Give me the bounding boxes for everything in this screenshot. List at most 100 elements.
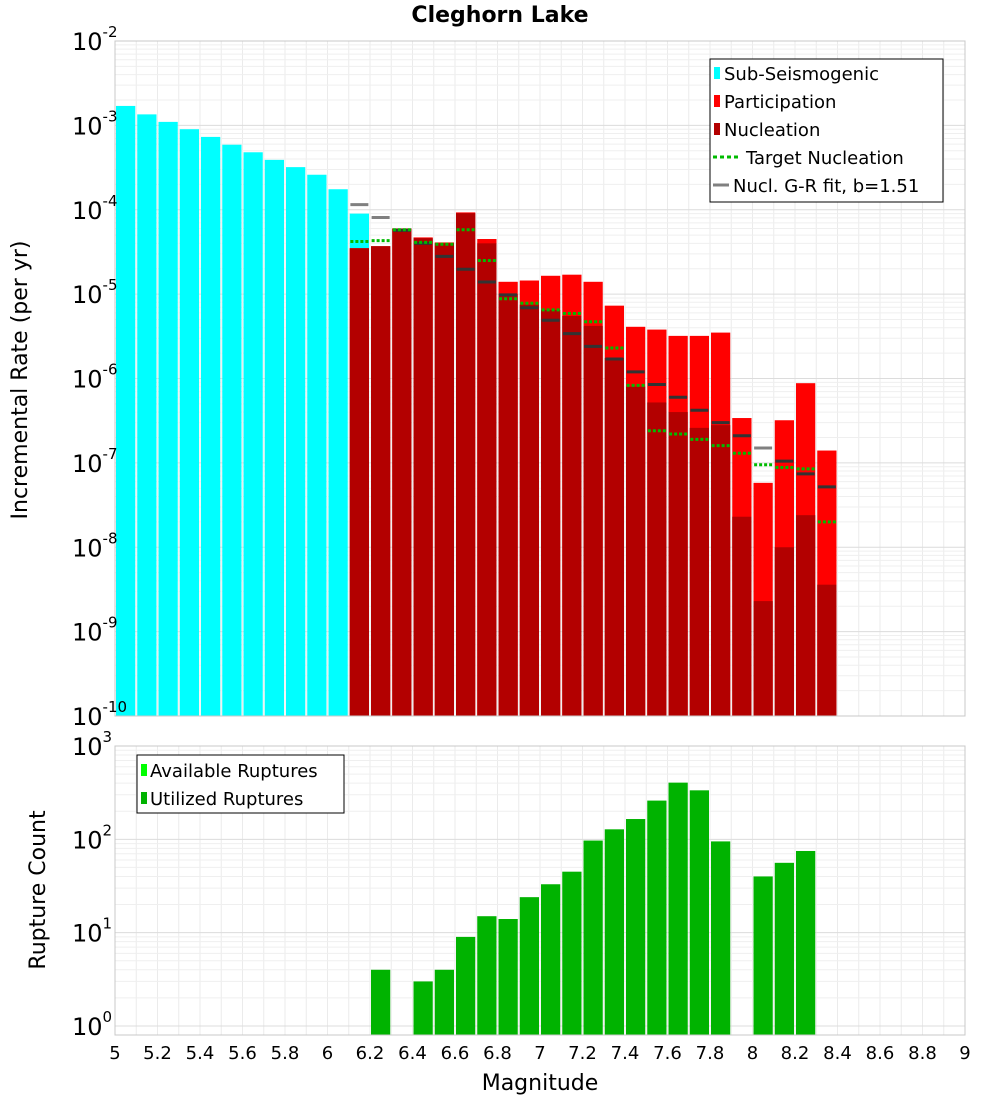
- nucleation-bar: [753, 601, 773, 716]
- nucleation-bar: [774, 547, 794, 716]
- rate-y-tick-label: 10-2: [72, 23, 118, 56]
- legend-gr-fit: Nucl. G-R fit, b=1.51: [733, 176, 919, 197]
- utilized-ruptures-bar: [413, 981, 433, 1035]
- rate-bars: [116, 105, 837, 717]
- sub-seismogenic-bar: [264, 159, 284, 717]
- count-y-tick-label: 100: [72, 1008, 112, 1041]
- x-tick-label: 6: [322, 1043, 333, 1064]
- x-axis-label: Magnitude: [482, 1071, 599, 1096]
- x-tick-label: 6.8: [483, 1043, 512, 1064]
- sub-seismogenic-bar: [158, 121, 178, 716]
- rate-y-tick-label: 10-10: [72, 698, 127, 731]
- x-tick-label: 8.8: [908, 1043, 937, 1064]
- legend-sub-seismogenic-swatch: [714, 67, 720, 79]
- nucleation-bar: [647, 402, 667, 716]
- nucleation-bar: [519, 304, 539, 716]
- rate-legend: Sub-Seismogenic Participation Nucleation…: [709, 58, 944, 203]
- utilized-ruptures-bar: [711, 841, 731, 1035]
- nucleation-bar: [562, 316, 582, 716]
- nucleation-bar: [583, 325, 603, 716]
- legend-available-ruptures: Available Ruptures: [150, 761, 318, 782]
- x-tick-label: 6.2: [356, 1043, 385, 1064]
- utilized-ruptures-bar: [626, 819, 646, 1035]
- count-legend: Available Ruptures Utilized Ruptures: [136, 754, 345, 814]
- x-tick-label: 7.6: [653, 1043, 682, 1064]
- x-tick-label: 7.2: [568, 1043, 597, 1064]
- rate-y-axis-label: Incremental Rate (per yr): [8, 241, 33, 520]
- utilized-ruptures-bar: [774, 862, 794, 1035]
- count-legend-box: [136, 754, 345, 814]
- utilized-ruptures-bar: [796, 850, 816, 1035]
- nucleation-bar: [498, 294, 518, 716]
- sub-seismogenic-bar: [328, 189, 348, 717]
- x-tick-label: 8.4: [823, 1043, 852, 1064]
- sub-seismogenic-bar: [222, 144, 242, 717]
- count-bars: [371, 782, 816, 1035]
- legend-sub-seismogenic: Sub-Seismogenic: [724, 64, 879, 85]
- nucleation-bar: [541, 309, 561, 716]
- nucleation-bar: [456, 213, 476, 717]
- x-tick-label: 8.2: [781, 1043, 810, 1064]
- nucleation-bar: [711, 425, 731, 716]
- utilized-ruptures-bar: [498, 919, 518, 1035]
- utilized-ruptures-bar: [456, 936, 476, 1035]
- x-tick-label: 7.4: [611, 1043, 640, 1064]
- x-tick-label: 9: [959, 1043, 970, 1064]
- utilized-ruptures-bar: [519, 897, 539, 1035]
- count-y-axis-label: Rupture Count: [26, 810, 51, 970]
- sub-seismogenic-bar: [307, 174, 327, 716]
- utilized-ruptures-bar: [371, 969, 391, 1035]
- legend-participation-swatch: [714, 95, 720, 107]
- nucleation-bar: [689, 427, 709, 716]
- sub-seismogenic-bar: [243, 152, 263, 716]
- count-plot-border: [114, 745, 966, 1036]
- sub-seismogenic-bar: [201, 136, 221, 717]
- rate-panel: 10-2 10-3 10-4 10-5 10-6 10-7 10-8 10-9 10-10 In…: [8, 23, 966, 731]
- legend-utilized-swatch: [141, 792, 147, 804]
- legend-nucleation-swatch: [714, 123, 720, 135]
- nucleation-bar: [349, 248, 369, 717]
- nucleation-bar: [604, 357, 624, 716]
- legend-participation: Participation: [724, 92, 836, 113]
- x-tick-label: 8.6: [866, 1043, 895, 1064]
- utilized-ruptures-bar: [689, 790, 709, 1035]
- nucleation-bar: [626, 386, 646, 716]
- rate-fit-lines: [350, 203, 836, 524]
- x-tick-label: 6.4: [398, 1043, 427, 1064]
- rate-y-tick-label: 10-5: [72, 276, 118, 309]
- sub-seismogenic-bar: [286, 167, 306, 716]
- x-tick-label: 8: [747, 1043, 758, 1064]
- nucleation-bar: [668, 412, 688, 716]
- legend-nucleation: Nucleation: [724, 120, 820, 141]
- rate-y-ticks: 10-2 10-3 10-4 10-5 10-6 10-7 10-8 10-9 10-10: [72, 23, 127, 731]
- x-tick-label: 7: [534, 1043, 545, 1064]
- count-x-ticks: 5 5.2 5.4 5.6 5.8 6 6.2 6.4 6.6 6.8 7 7.2 7.4 7.6 7.8 8…: [109, 1043, 970, 1064]
- x-tick-label: 6.6: [441, 1043, 470, 1064]
- nucleation-bar: [392, 228, 412, 716]
- count-y-ticks: 103 102 101 100: [72, 728, 112, 1041]
- rate-y-tick-label: 10-7: [72, 445, 118, 478]
- nucleation-bar: [434, 243, 454, 717]
- x-tick-label: 7.8: [696, 1043, 725, 1064]
- utilized-ruptures-bar: [541, 884, 561, 1035]
- legend-target-nucleation: Target Nucleation: [745, 148, 904, 169]
- nucleation-bar: [477, 243, 497, 717]
- nucleation-bar: [732, 516, 752, 716]
- utilized-ruptures-bar: [562, 871, 582, 1035]
- x-tick-label: 5.4: [186, 1043, 215, 1064]
- utilized-ruptures-bar: [668, 782, 688, 1035]
- count-y-tick-label: 101: [72, 915, 112, 948]
- sub-seismogenic-bar: [116, 105, 136, 717]
- chart-title: Cleghorn Lake: [411, 3, 588, 28]
- count-panel: 103 102 101 100 5 5.2 5.4 5.6 5.8 6 6.2 6.4 6.6 6.8 7…: [26, 728, 971, 1096]
- rate-legend-box: [709, 58, 944, 203]
- sub-seismogenic-bar: [137, 114, 157, 716]
- rate-y-tick-label: 10-3: [72, 107, 118, 140]
- rate-y-tick-label: 10-9: [72, 614, 118, 647]
- nucleation-bar: [413, 238, 433, 716]
- utilized-ruptures-bar: [434, 969, 454, 1035]
- rate-y-tick-label: 10-6: [72, 361, 118, 394]
- x-tick-label: 5.8: [271, 1043, 300, 1064]
- x-tick-label: 5: [109, 1043, 120, 1064]
